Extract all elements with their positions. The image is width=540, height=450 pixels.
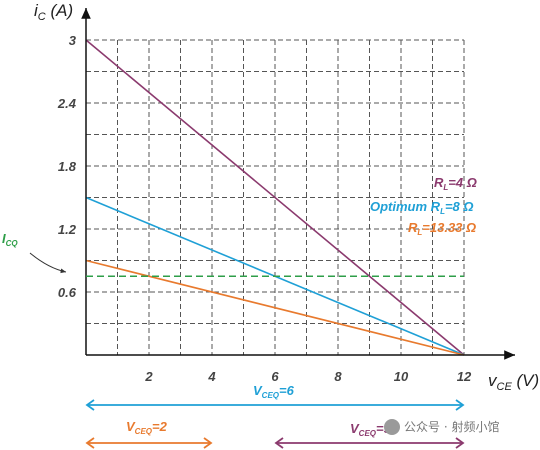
x-tick-label: 4: [207, 369, 216, 384]
series-line-0: [85, 39, 465, 356]
x-axis-title-unit: (V): [512, 371, 539, 390]
vceq-arrowhead-right: [455, 437, 465, 449]
icq-annotation: ICQ: [2, 231, 464, 277]
vceq-label-2: VCEQ=2: [126, 419, 168, 436]
x-tick-label: 6: [271, 369, 279, 384]
vceq-arrowhead-left: [85, 437, 95, 449]
watermark: 公众号 · 射频小馆: [384, 419, 499, 435]
vceq-arrowhead-right: [203, 437, 213, 449]
tick-labels: 2 4 6 8 10 12 0.6 1.2 1.8 2.4 3: [57, 33, 472, 384]
x-tick-label: 8: [334, 369, 342, 384]
series-label-rl-13: RL=13.33 Ω: [408, 220, 476, 237]
x-axis-title: vCE (V): [488, 371, 539, 393]
x-axis-title-sub: CE: [497, 381, 513, 393]
y-tick-label: 1.2: [58, 222, 77, 237]
vceq-arrowhead-right: [455, 399, 465, 411]
vceq-arrowhead-left: [85, 399, 95, 411]
y-axis-title: iC (A): [34, 1, 73, 23]
x-axis-title-main: v: [488, 371, 498, 390]
y-axis-title-main: i: [34, 1, 39, 20]
watermark-text: 公众号 · 射频小馆: [404, 419, 499, 434]
vceq-ranges: [85, 399, 465, 449]
y-tick-label: 1.8: [58, 159, 77, 174]
x-tick-label: 2: [144, 369, 153, 384]
x-tick-label: 12: [457, 369, 472, 384]
series-label-rl-8: Optimum RL=8 Ω: [370, 199, 474, 216]
y-tick-label: 2.4: [57, 96, 77, 111]
axes: [81, 8, 515, 360]
x-tick-label: 10: [394, 369, 409, 384]
series-label-rl-4: RL=4 Ω: [434, 175, 477, 192]
icq-pointer-arrow: [29, 252, 67, 274]
vceq-label-6: VCEQ=6: [253, 383, 295, 400]
icq-label: ICQ: [2, 231, 18, 248]
y-tick-label: 0.6: [58, 285, 77, 300]
series-line-2: [85, 259, 465, 356]
y-axis-title-unit: (A): [46, 1, 73, 20]
grid-lines: [86, 39, 465, 355]
y-axis-title-sub: C: [38, 11, 46, 23]
vceq-arrowhead-left: [274, 437, 284, 449]
y-tick-label: 3: [69, 33, 77, 48]
wechat-icon: [384, 419, 400, 435]
